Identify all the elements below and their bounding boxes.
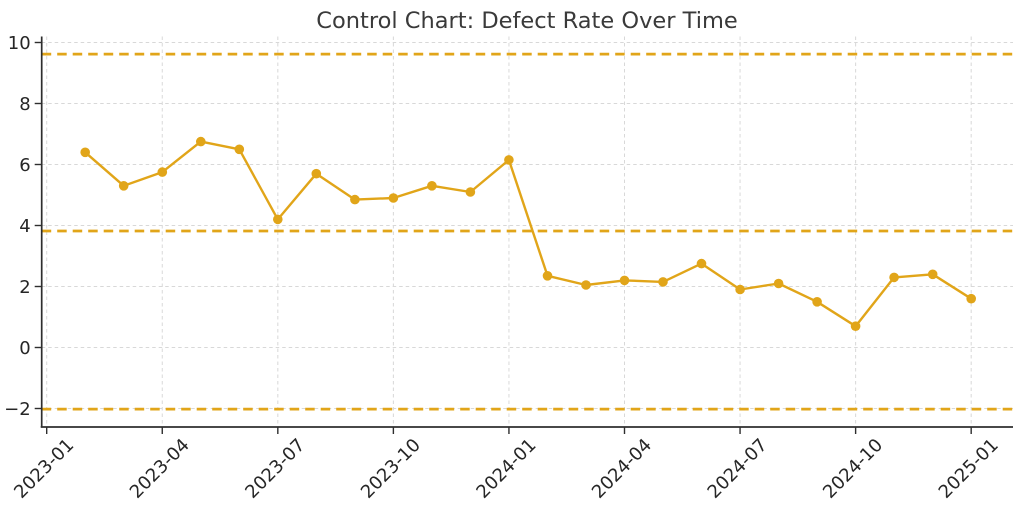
data-point: [465, 187, 476, 197]
x-tick-label: 2023-01: [10, 435, 78, 503]
x-tick-label: 2025-01: [935, 435, 1003, 503]
data-point: [735, 284, 745, 295]
control-limit-layer: [41, 52, 1013, 411]
y-tick-label: 8: [19, 94, 30, 115]
data-point: [658, 277, 668, 287]
data-point: [581, 280, 591, 290]
axes-layer: [34, 36, 1013, 434]
data-point: [273, 214, 283, 225]
x-tick-label: 2024-10: [819, 435, 887, 503]
y-tick-label: 6: [19, 155, 30, 176]
data-point: [388, 193, 399, 203]
chart-title: Control Chart: Defect Rate Over Time: [316, 8, 737, 34]
x-tick-label: 2023-07: [241, 435, 309, 503]
y-tick-label: 2: [19, 277, 30, 298]
y-tick-label: 10: [8, 33, 31, 54]
x-tick-label: 2024-04: [588, 435, 656, 503]
data-point: [850, 321, 861, 332]
data-point: [504, 155, 514, 165]
data-point: [812, 297, 822, 307]
y-tick-label: 4: [19, 216, 30, 237]
data-point: [889, 272, 899, 283]
data-point: [966, 293, 976, 304]
data-point: [927, 269, 938, 280]
data-point: [157, 167, 168, 177]
data-point: [118, 181, 129, 191]
x-tick-label: 2023-10: [357, 435, 425, 503]
data-point: [619, 275, 630, 286]
series-line: [83, 140, 973, 328]
data-point: [311, 168, 322, 179]
data-point: [696, 258, 707, 269]
data-point: [427, 181, 437, 191]
data-point: [80, 147, 90, 158]
y-tick-label: 0: [19, 338, 30, 359]
data-point: [773, 278, 784, 289]
data-point: [350, 194, 360, 205]
x-tick-label: 2024-07: [704, 435, 772, 503]
data-point: [196, 136, 206, 147]
y-tick-label: −2: [4, 399, 31, 420]
data-point: [234, 144, 245, 155]
x-tick-label: 2023-04: [126, 435, 194, 503]
data-point: [542, 271, 553, 281]
x-tick-label: 2024-01: [472, 435, 540, 503]
series-layer: [80, 136, 976, 332]
